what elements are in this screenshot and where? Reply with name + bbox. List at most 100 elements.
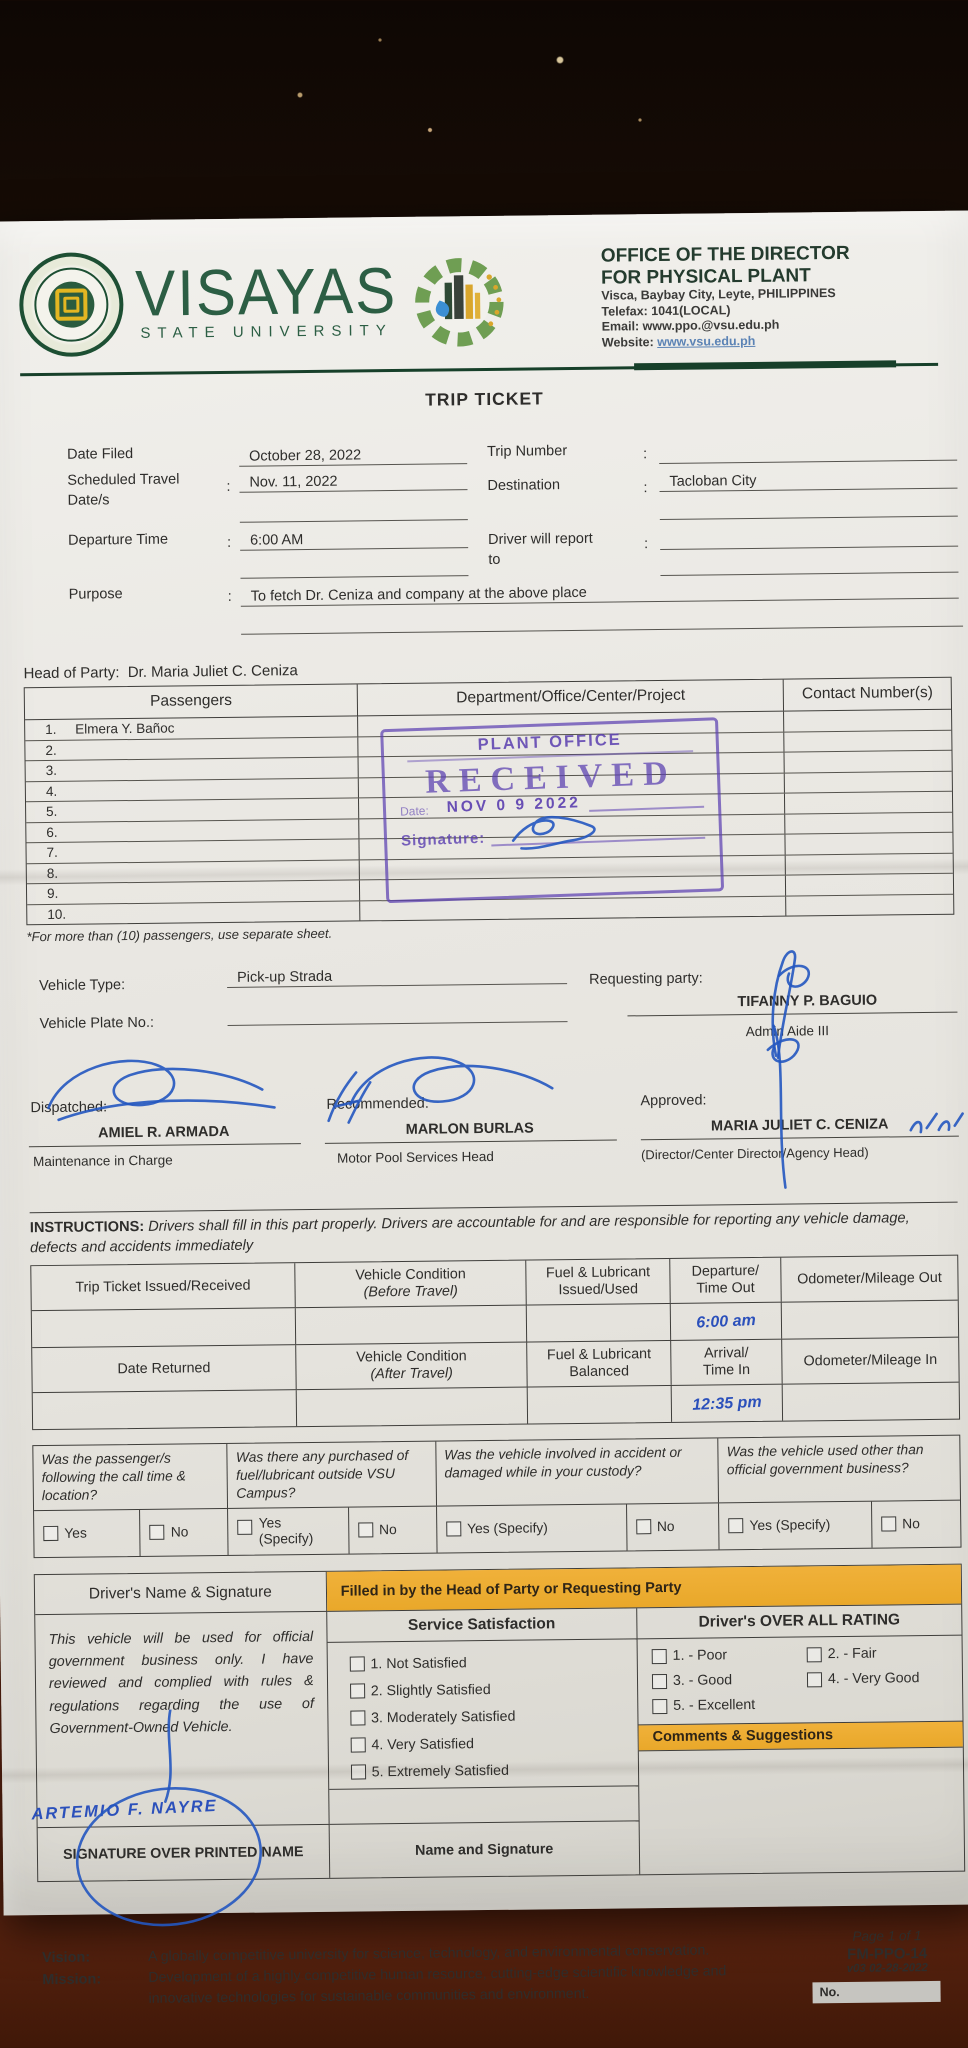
signature-line (324, 1139, 617, 1144)
mission-text: Development of a highly competitive huma… (148, 1963, 727, 2008)
cell-odometer-out-entry (782, 1301, 958, 1339)
checkbox-moderately-satisfied[interactable] (350, 1710, 366, 1726)
label-q4-yes: Yes (Specify) (749, 1517, 831, 1534)
col-date-returned: Date Returned (117, 1359, 211, 1378)
checkbox-q2-no[interactable] (358, 1521, 374, 1538)
blank-line (240, 602, 964, 635)
vehicle-plate-label: Vehicle Plate No.: (39, 1014, 155, 1033)
checkbox-q4-no[interactable] (881, 1516, 897, 1532)
signature-line (640, 1135, 959, 1141)
instructions-text: Drivers shall fill in this part properly… (29, 1210, 910, 1256)
checkbox-slightly-satisfied[interactable] (349, 1683, 365, 1699)
blank-line (239, 496, 468, 523)
checkbox-rating-fair[interactable] (806, 1646, 822, 1663)
recommended-label: Recommended: (326, 1095, 429, 1113)
colon: : (226, 534, 232, 551)
checkbox-rating-excellent[interactable] (652, 1698, 668, 1714)
checkbox-extremely-satisfied[interactable] (350, 1764, 366, 1780)
label-very-satisfied: 4. Very Satisfied (371, 1735, 475, 1753)
vehicle-type-value: Pick-up Strada (226, 960, 568, 988)
form-meta-block: Page 1 of 1 FM-PPO-14 v03 02-28-2022 No. (812, 1928, 963, 2004)
approved-name: MARIA JULIET C. CENIZA (710, 1116, 889, 1135)
pledge-cell: This vehicle will be used for official g… (35, 1611, 330, 1828)
label-q2-yes: Yes (258, 1515, 282, 1531)
scheduled-value: Nov. 11, 2022 (239, 466, 468, 493)
overall-rating-header: Driver's OVER ALL RATING (637, 1604, 962, 1640)
label-q1-yes: Yes (64, 1525, 87, 1542)
date-filed-value: October 28, 2022 (238, 440, 468, 467)
cell-date-returned-entry (32, 1390, 298, 1430)
checkbox-q1-yes[interactable] (43, 1525, 59, 1541)
label-rating-poor: 1. - Poor (672, 1647, 728, 1665)
checkbox-q2-yes[interactable] (237, 1519, 253, 1535)
service-satisfaction-header: Service Satisfaction (326, 1608, 637, 1643)
vision-label: Vision: (42, 1949, 91, 1967)
checkbox-q1-no[interactable] (149, 1524, 165, 1540)
label-rating-excellent: 5. - Excellent (673, 1697, 756, 1715)
checkbox-rating-very-good[interactable] (806, 1671, 823, 1688)
footer: Vision: Mission: A globally competitive … (38, 1928, 967, 2013)
approved-label: Approved: (640, 1092, 707, 1110)
travel-log-table: Trip Ticket Issued/Received Vehicle Cond… (30, 1255, 961, 1431)
requesting-party-title: Admin Aide III (745, 1023, 830, 1040)
office-info-block: OFFICE OF THE DIRECTOR FOR PHYSICAL PLAN… (601, 242, 948, 351)
cell-condition-before-entry (295, 1305, 528, 1345)
colon: : (644, 536, 649, 553)
checkbox-rating-poor[interactable] (651, 1648, 667, 1664)
departure-label: Departure Time (67, 531, 169, 549)
head-of-party-value: Dr. Maria Juliet C. Ceniza (127, 662, 298, 682)
col-contact: Contact Number(s) (801, 683, 934, 703)
departure-value: 6:00 AM (239, 524, 469, 551)
checkbox-q3-yes[interactable] (445, 1520, 462, 1537)
col-time-in: Time In (702, 1362, 751, 1379)
cell-odometer-in-entry (783, 1383, 959, 1421)
checkbox-q4-yes[interactable] (728, 1517, 744, 1533)
trip-number-line: 000682 (658, 436, 958, 465)
col-passengers: Passengers (24, 684, 359, 720)
col-department: Department/Office/Center/Project (358, 679, 785, 716)
instructions-note: INSTRUCTIONS: Drivers shall fill in this… (29, 1201, 959, 1259)
question-call-time: Was the passenger/s following the call t… (33, 1444, 229, 1511)
vehicle-section: Vehicle Type: Pick-up Strada Vehicle Pla… (27, 950, 958, 1075)
col-after-travel: (After Travel) (370, 1365, 453, 1383)
label-q3-yes: Yes (Specify) (466, 1520, 548, 1537)
vsu-seal-logo (18, 252, 124, 358)
service-satisfaction-cell: Service Satisfaction 1. Not Satisfied 2.… (326, 1608, 640, 1824)
label-q2-no: No (379, 1522, 397, 1538)
cell-condition-after-entry (296, 1387, 529, 1427)
purpose-value: To fetch Dr. Ceniza and company at the a… (240, 574, 959, 607)
col-odometer-out: Odometer/Mileage Out (797, 1269, 942, 1288)
checkbox-very-satisfied[interactable] (350, 1737, 366, 1753)
col-arrival: Arrival/ (703, 1345, 749, 1362)
purpose-label: Purpose (68, 586, 123, 603)
label-q4-no: No (902, 1516, 920, 1532)
driver-report-label2: to (488, 551, 501, 568)
scheduled-label: Scheduled Travel (67, 471, 180, 489)
website-link[interactable]: www.vsu.edu.ph (657, 333, 756, 349)
passengers-table: Passengers Department/Office/Center/Proj… (23, 676, 955, 926)
colon: : (643, 446, 648, 463)
checkbox-not-satisfied[interactable] (349, 1656, 365, 1672)
dispatched-name: AMIEL R. ARMADA (98, 1123, 230, 1142)
recommended-name: MARLON BURLAS (405, 1120, 534, 1138)
approved-title: (Director/Center Director/Agency Head) (640, 1144, 869, 1163)
trip-number-label: Trip Number (486, 443, 568, 460)
label-q3-no: No (656, 1519, 675, 1535)
mission-label: Mission: (42, 1971, 102, 1988)
label-rating-fair: 2. - Fair (827, 1645, 877, 1663)
destination-label: Destination (487, 477, 561, 494)
blank-line (240, 552, 469, 579)
overall-rating-cell: Driver's OVER ALL RATING 1. - Poor 2. - … (637, 1604, 963, 1821)
evaluation-table: Driver's Name & Signature Filled in by t… (31, 1563, 966, 1927)
form-number-strip: No. (812, 1981, 941, 2004)
question-other-business: Was the vehicle used other than official… (726, 1442, 924, 1478)
col-time-out: Time Out (696, 1280, 755, 1298)
col-fuel-issued: Fuel & Lubricant (545, 1264, 651, 1282)
time-out-handwritten: 6:00 am (695, 1311, 757, 1332)
checkbox-q3-no[interactable] (635, 1518, 651, 1534)
checkbox-rating-good[interactable] (651, 1673, 667, 1689)
label-slightly-satisfied: 2. Slightly Satisfied (370, 1681, 491, 1699)
passenger-name: Elmera Y. Bañoc (75, 720, 175, 737)
question-accident: Was the vehicle involved in accident or … (436, 1438, 720, 1506)
requesting-party-label: Requesting party: (588, 970, 703, 988)
